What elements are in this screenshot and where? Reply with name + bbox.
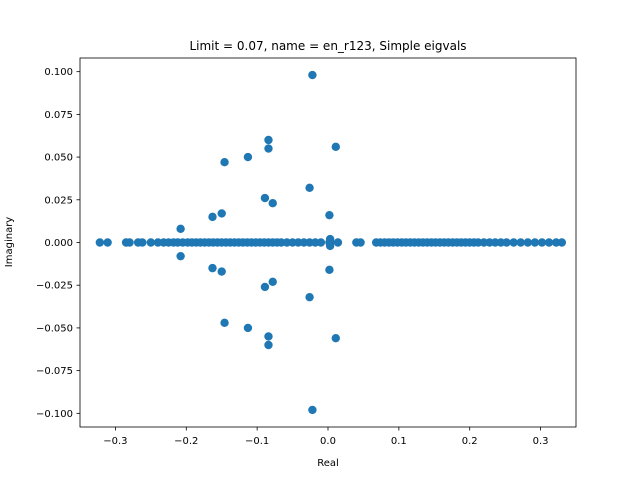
data-point: [308, 405, 317, 415]
data-point: [243, 323, 253, 333]
data-point: [176, 251, 185, 261]
x-tick-label: −0.2: [174, 436, 198, 447]
data-point: [217, 209, 226, 218]
data-point: [264, 135, 273, 145]
data-point: [220, 158, 229, 167]
y-tick-label: 0.050: [44, 153, 73, 164]
data-point: [264, 144, 273, 153]
data-point: [220, 318, 229, 327]
y-tick-label: 0.025: [44, 195, 73, 206]
data-point: [176, 224, 185, 234]
y-tick-label: −0.050: [36, 323, 73, 334]
x-tick-label: 0.0: [320, 436, 336, 447]
data-point: [103, 238, 112, 247]
data-point: [325, 265, 334, 275]
data-point: [530, 238, 540, 247]
data-point: [308, 70, 317, 80]
data-point: [268, 277, 277, 286]
x-tick-label: −0.3: [103, 436, 127, 447]
data-point: [356, 238, 365, 247]
x-tick-label: 0.1: [391, 436, 407, 447]
data-point: [208, 263, 217, 273]
data-point: [125, 238, 134, 247]
x-axis: −0.3 −0.2 −0.1 0.0 0.1 0.2 0.3: [103, 427, 549, 447]
data-point: [138, 238, 147, 247]
data-point: [523, 238, 533, 247]
data-point: [316, 238, 326, 247]
x-tick-label: 0.3: [533, 436, 549, 447]
y-axis-label: Imaginary: [4, 217, 15, 268]
x-tick-label: −0.1: [245, 436, 269, 447]
y-tick-label: −0.025: [36, 281, 73, 292]
y-tick-label: 0.100: [44, 67, 73, 78]
data-point: [509, 238, 518, 247]
data-point: [208, 212, 217, 222]
data-point: [305, 183, 314, 193]
y-tick-label: 0.000: [44, 238, 73, 249]
x-axis-label: Real: [317, 458, 339, 469]
data-point: [557, 238, 567, 247]
data-point: [325, 238, 334, 247]
data-point: [264, 340, 273, 350]
data-point: [260, 193, 270, 203]
y-tick-label: −0.075: [36, 366, 73, 377]
y-axis: −0.100 −0.075 −0.050 −0.025 0.000 0.025 0.050 0…: [36, 67, 80, 420]
data-point: [331, 142, 340, 152]
data-point: [268, 199, 277, 208]
data-point: [264, 332, 273, 341]
chart-title: Limit = 0.07, name = en_r123, Simple eig…: [189, 39, 466, 53]
y-tick-label: 0.075: [44, 110, 73, 121]
data-point: [516, 238, 525, 247]
data-point: [146, 238, 156, 247]
data-point: [325, 210, 334, 220]
data-point: [95, 238, 105, 247]
data-point: [537, 238, 547, 247]
data-point: [333, 238, 343, 247]
data-point: [243, 152, 253, 162]
data-point: [260, 282, 270, 292]
data-points: [95, 70, 567, 415]
data-point: [217, 267, 226, 276]
data-point: [305, 292, 314, 302]
data-point: [544, 238, 554, 247]
data-point: [502, 238, 511, 247]
y-tick-label: −0.100: [36, 409, 73, 420]
x-tick-label: 0.2: [462, 436, 478, 447]
data-point: [331, 333, 340, 343]
